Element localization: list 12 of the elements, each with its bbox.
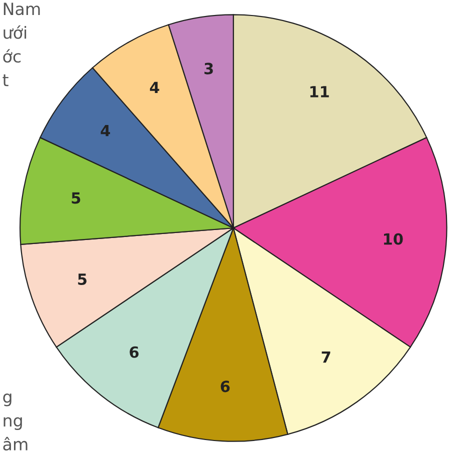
data-label: 5 xyxy=(72,192,80,204)
data-label: 3 xyxy=(204,62,213,74)
data-label: 5 xyxy=(78,274,87,285)
data-label: 6 xyxy=(130,346,139,358)
data-label: 4 xyxy=(150,82,160,93)
data-label: 7 xyxy=(322,351,330,363)
text: Nam ưới ớc t xyxy=(2,2,40,86)
data-label: 10 xyxy=(384,233,403,245)
data-label: 6 xyxy=(220,380,230,392)
text: g ng âm xyxy=(3,393,28,450)
data-label: 11 xyxy=(310,86,329,98)
data-label: 4 xyxy=(100,125,110,136)
